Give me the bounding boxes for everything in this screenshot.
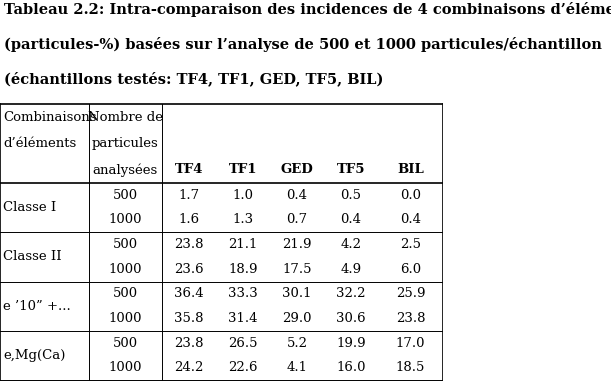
Text: 6.0: 6.0 [400,263,421,276]
Text: 500: 500 [112,189,137,202]
Text: 0.4: 0.4 [340,213,362,226]
Text: 22.6: 22.6 [228,361,258,374]
Text: 36.4: 36.4 [174,287,203,300]
Text: 0.0: 0.0 [400,189,421,202]
Text: Classe I: Classe I [3,201,56,214]
Text: 18.9: 18.9 [228,263,258,276]
Text: 19.9: 19.9 [336,337,366,350]
Text: 0.5: 0.5 [340,189,362,202]
Text: 21.1: 21.1 [228,238,258,251]
Text: 17.5: 17.5 [282,263,312,276]
Text: 500: 500 [112,287,137,300]
Text: 1.0: 1.0 [232,189,254,202]
Text: 4.9: 4.9 [340,263,362,276]
Text: 33.3: 33.3 [228,287,258,300]
Text: 23.6: 23.6 [174,263,203,276]
Text: TF1: TF1 [229,163,257,176]
Text: 1.7: 1.7 [178,189,199,202]
Text: GED: GED [280,163,313,176]
Text: TF5: TF5 [337,163,365,176]
Text: 1.3: 1.3 [232,213,254,226]
Text: 31.4: 31.4 [228,312,258,325]
Text: 5.2: 5.2 [287,337,307,350]
Text: analysées: analysées [93,163,158,176]
Text: 21.9: 21.9 [282,238,312,251]
Text: d’éléments: d’éléments [3,137,76,150]
Text: 23.8: 23.8 [396,312,425,325]
Text: 32.2: 32.2 [336,287,366,300]
Text: 35.8: 35.8 [174,312,203,325]
Text: 500: 500 [112,238,137,251]
Text: 0.7: 0.7 [287,213,307,226]
Text: 30.1: 30.1 [282,287,312,300]
Text: 29.0: 29.0 [282,312,312,325]
Text: 0.4: 0.4 [287,189,307,202]
Text: Classe II: Classe II [3,251,62,263]
Text: BIL: BIL [397,163,424,176]
Text: 18.5: 18.5 [396,361,425,374]
Text: Tableau 2.2: Intra-comparaison des incidences de 4 combinaisons d’éléments: Tableau 2.2: Intra-comparaison des incid… [4,2,611,17]
Text: 17.0: 17.0 [396,337,425,350]
Text: 1000: 1000 [108,361,142,374]
Text: 24.2: 24.2 [174,361,203,374]
Text: particules: particules [92,137,159,150]
Text: Combinaisons: Combinaisons [3,111,97,124]
Text: Nombre de: Nombre de [88,111,163,124]
Text: 0.4: 0.4 [400,213,421,226]
Text: 4.2: 4.2 [340,238,362,251]
Text: 26.5: 26.5 [228,337,258,350]
Text: (échantillons testés: TF4, TF1, GED, TF5, BIL): (échantillons testés: TF4, TF1, GED, TF5… [4,71,384,86]
Text: TF4: TF4 [175,163,203,176]
Text: 1.6: 1.6 [178,213,199,226]
Text: 2.5: 2.5 [400,238,421,251]
Text: 16.0: 16.0 [336,361,366,374]
Text: 1000: 1000 [108,312,142,325]
Text: 1000: 1000 [108,213,142,226]
Text: 23.8: 23.8 [174,238,203,251]
Text: 500: 500 [112,337,137,350]
Text: e ’10” +...: e ’10” +... [3,300,71,313]
Text: 23.8: 23.8 [174,337,203,350]
Text: e,Mg(Ca): e,Mg(Ca) [3,349,65,362]
Text: 25.9: 25.9 [396,287,425,300]
Text: (particules-%) basées sur l’analyse de 500 et 1000 particules/échantillon: (particules-%) basées sur l’analyse de 5… [4,37,602,52]
Text: 1000: 1000 [108,263,142,276]
Text: 30.6: 30.6 [336,312,366,325]
Text: 4.1: 4.1 [287,361,307,374]
